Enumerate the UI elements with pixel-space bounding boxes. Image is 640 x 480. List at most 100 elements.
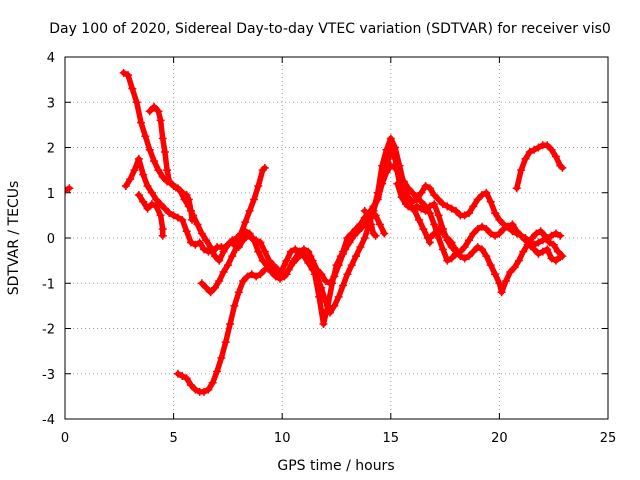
y-axis-label: SDTVAR / TECUs [6, 181, 22, 296]
series-s9 [425, 224, 567, 297]
data-point-marker [123, 71, 132, 80]
y-tick-label: 0 [47, 232, 55, 247]
data-point-marker [184, 195, 193, 204]
x-tick-label: 10 [274, 431, 291, 446]
data-point-marker [491, 209, 500, 218]
data-point-marker [434, 211, 443, 220]
data-point-marker [226, 238, 235, 247]
data-point-marker [447, 254, 456, 263]
data-point-marker [408, 188, 417, 197]
data-point-marker [391, 143, 400, 152]
data-point-marker [282, 270, 291, 279]
data-point-marker [169, 211, 178, 220]
data-point-marker [188, 215, 197, 224]
data-point-marker [325, 279, 334, 288]
data-point-marker [245, 206, 254, 215]
data-point-marker [495, 279, 504, 288]
data-point-marker [464, 209, 473, 218]
data-point-marker [126, 175, 135, 184]
data-point-marker [456, 252, 465, 261]
data-point-marker [551, 256, 560, 265]
data-point-marker [128, 84, 137, 93]
data-point-marker [430, 229, 439, 238]
data-point-marker [369, 206, 378, 215]
data-point-marker [147, 200, 156, 209]
data-point-marker [530, 145, 539, 154]
y-tick-label: 4 [47, 51, 55, 66]
data-point-marker [276, 274, 285, 283]
data-point-marker [228, 252, 237, 261]
data-point-marker [312, 272, 321, 281]
data-point-marker [260, 163, 269, 172]
data-point-marker [215, 276, 224, 285]
data-point-marker [65, 186, 69, 195]
data-point-marker [325, 308, 334, 317]
y-tick-label: -3 [42, 368, 55, 383]
data-point-marker [543, 245, 552, 254]
data-point-marker [330, 301, 339, 310]
data-point-marker [304, 258, 313, 267]
data-point-marker [186, 206, 195, 215]
data-point-marker [397, 193, 406, 202]
data-point-marker [145, 107, 154, 116]
data-point-marker [365, 211, 374, 220]
data-point-marker [451, 206, 460, 215]
data-point-marker [158, 224, 167, 233]
data-point-marker [499, 220, 508, 229]
data-point-marker [256, 270, 265, 279]
data-point-marker [206, 288, 215, 297]
data-point-marker [265, 256, 274, 265]
data-point-marker [121, 181, 130, 190]
data-point-marker [438, 229, 447, 238]
data-point-marker [178, 215, 187, 224]
data-point-marker [273, 267, 282, 276]
data-point-marker [319, 319, 328, 328]
data-point-marker [352, 224, 361, 233]
data-point-marker [551, 229, 560, 238]
data-point-marker [132, 98, 141, 107]
data-point-marker [291, 254, 300, 263]
data-point-marker [438, 245, 447, 254]
data-point-marker [536, 227, 545, 236]
data-point-marker [197, 229, 206, 238]
data-point-marker [547, 145, 556, 154]
series-line [199, 165, 268, 296]
data-point-marker [213, 367, 222, 376]
data-point-marker [286, 247, 295, 256]
data-point-marker [443, 256, 452, 265]
data-point-marker [247, 234, 256, 242]
plot-frame [64, 56, 609, 420]
data-point-marker [430, 191, 439, 200]
data-point-marker [434, 195, 443, 204]
data-point-marker [504, 222, 513, 231]
data-point-marker [495, 215, 504, 224]
data-point-marker [339, 247, 348, 256]
data-point-marker [147, 188, 156, 197]
data-point-marker [532, 229, 541, 238]
x-tick-label: 5 [169, 431, 177, 446]
data-point-marker [352, 252, 361, 261]
data-point-marker [415, 215, 424, 224]
y-tick-label: -4 [42, 413, 55, 428]
x-tick-label: 0 [61, 431, 69, 446]
data-point-marker [367, 220, 376, 229]
data-point-marker [395, 161, 404, 170]
data-point-marker [215, 256, 224, 265]
data-point-marker [534, 143, 543, 152]
data-point-marker [469, 229, 478, 238]
series-s12 [360, 206, 380, 240]
data-point-marker [232, 243, 241, 252]
data-point-marker [178, 372, 187, 381]
data-point-marker [217, 353, 226, 362]
data-point-marker [495, 229, 504, 238]
data-point-marker [339, 281, 348, 290]
data-point-marker [321, 297, 330, 306]
data-point-marker [154, 107, 163, 116]
series-s8 [339, 134, 565, 256]
data-point-marker [252, 236, 261, 245]
data-point-marker [551, 152, 560, 161]
data-point-marker [482, 224, 491, 233]
data-point-marker [160, 148, 169, 157]
data-point-marker [508, 220, 517, 229]
